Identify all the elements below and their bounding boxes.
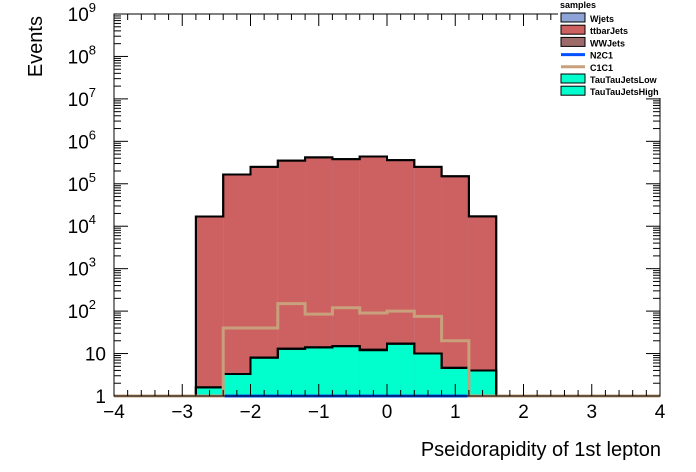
x-tick-label: −1 bbox=[308, 402, 330, 423]
x-axis-title: Pseidorapidity of 1st lepton bbox=[421, 439, 661, 461]
bar-TauTauJetsHigh-6 bbox=[277, 348, 306, 396]
bar-ttbarJets-12 bbox=[441, 176, 469, 396]
y-tick-label: 104 bbox=[68, 212, 96, 238]
outline-WWJets bbox=[194, 342, 498, 396]
y-tick-label: 106 bbox=[68, 127, 96, 153]
y-tick-label: 102 bbox=[68, 297, 96, 323]
legend-title: samples bbox=[560, 0, 596, 10]
x-tick-label: −2 bbox=[240, 402, 262, 423]
bar-TauTauJetsHigh-5 bbox=[250, 357, 278, 396]
bar-ttbarJets-13 bbox=[468, 216, 497, 396]
bar-ttbarJets-3 bbox=[195, 216, 224, 396]
legend-swatch-TauTauJetsHigh bbox=[560, 85, 586, 96]
legend-swatch-ttbarJets bbox=[560, 24, 586, 35]
y-tick-label: 10 bbox=[85, 345, 106, 366]
y-tick-label: 103 bbox=[68, 255, 96, 281]
y-tick-label: 109 bbox=[68, 0, 96, 26]
x-tick-label: −4 bbox=[103, 402, 125, 423]
x-tick-label: 2 bbox=[518, 402, 529, 423]
x-tick-label: 1 bbox=[450, 402, 461, 423]
legend-label-TauTauJetsLow: TauTauJetsLow bbox=[590, 75, 658, 85]
bar-TauTauJetsHigh-11 bbox=[414, 353, 442, 396]
y-axis-title: Events bbox=[25, 16, 47, 77]
y-tick-label: 108 bbox=[68, 42, 96, 68]
legend-label-WWJets: WWJets bbox=[590, 38, 625, 48]
legend-label-C1C1: C1C1 bbox=[590, 63, 613, 73]
bar-ttbarJets-4 bbox=[223, 174, 251, 396]
axes: −4 −3 −2 −1 0 1 2 3 4 1 10 102 103 104 105 106 107 108 109 bbox=[68, 0, 666, 423]
outline-Wjets bbox=[194, 155, 498, 396]
legend-swatch-TauTauJetsLow bbox=[560, 73, 586, 84]
bar-TauTauJetsHigh-4 bbox=[223, 373, 251, 396]
x-tick-label: 3 bbox=[586, 402, 597, 423]
x-tick-label: 4 bbox=[655, 402, 666, 423]
legend-label-TauTauJetsHigh: TauTauJetsHigh bbox=[590, 87, 659, 97]
x-tick-label: −3 bbox=[171, 402, 193, 423]
plot-area bbox=[114, 155, 660, 398]
y-tick-label: 107 bbox=[68, 85, 96, 111]
bar-TauTauJetsHigh-9 bbox=[359, 350, 387, 396]
legend: samples Wjets ttbarJets WWJets N2C1 C1C1 TauTa… bbox=[558, 0, 696, 98]
legend-swatch-Wjets bbox=[560, 12, 586, 23]
y-tick-label: 1 bbox=[95, 387, 106, 408]
x-tick-label: 0 bbox=[382, 402, 393, 423]
y-tick-label: 105 bbox=[68, 170, 96, 196]
legend-label-ttbarJets: ttbarJets bbox=[590, 26, 628, 36]
legend-label-N2C1: N2C1 bbox=[590, 51, 613, 61]
legend-label-Wjets: Wjets bbox=[590, 14, 614, 24]
bar-TauTauJetsHigh-8 bbox=[332, 346, 360, 396]
legend-swatch-WWJets bbox=[560, 36, 586, 47]
bar-TauTauJetsHigh-10 bbox=[387, 343, 415, 396]
